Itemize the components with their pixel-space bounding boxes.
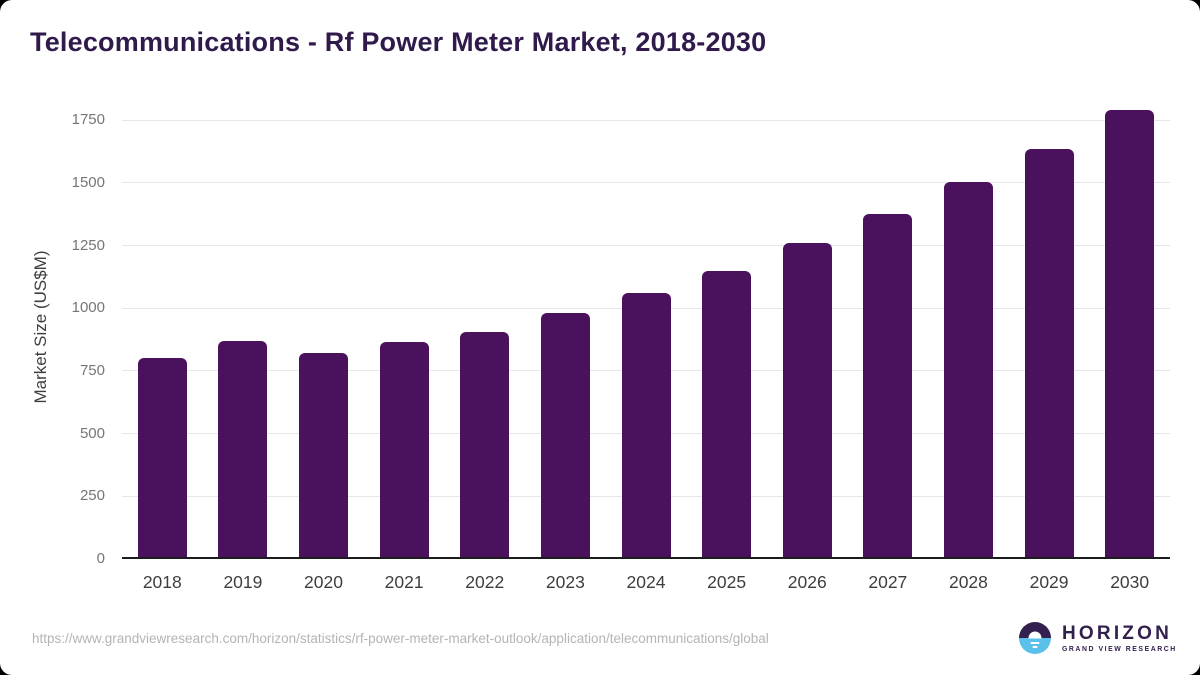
bar-2030 — [1105, 110, 1155, 559]
x-tick-label-2030: 2030 — [1110, 572, 1150, 592]
y-tick-label-500: 500 — [79, 424, 105, 442]
bar-2023 — [540, 313, 590, 559]
x-tick-label-2020: 2020 — [304, 572, 343, 592]
y-tick-label-1250: 1250 — [71, 236, 105, 254]
gridline-1750 — [122, 119, 1170, 121]
x-tick-label-2021: 2021 — [384, 572, 424, 592]
page-title: Telecommunications - Rf Power Meter Mark… — [30, 27, 767, 57]
logo-name: HORIZON — [1062, 622, 1173, 644]
source-url: https://www.grandviewresearch.com/horizo… — [32, 631, 769, 646]
x-tick-label-2027: 2027 — [868, 572, 908, 592]
reflection-dash — [1032, 645, 1038, 648]
gridline-1500 — [122, 182, 1170, 184]
y-tick-label-750: 750 — [79, 361, 105, 379]
bar-2029 — [1024, 148, 1074, 559]
bar-2021 — [379, 342, 429, 559]
y-tick-label-1500: 1500 — [71, 173, 105, 191]
x-tick-label-2029: 2029 — [1029, 572, 1069, 592]
bar-2028 — [943, 181, 993, 559]
logo-text: HORIZON GRAND VIEW RESEARCH — [1062, 624, 1177, 653]
x-tick-label-2028: 2028 — [948, 572, 988, 592]
bar-2018 — [137, 358, 187, 559]
bar-2027 — [863, 214, 913, 559]
gridline-1250 — [122, 245, 1170, 246]
y-tick-label-1750: 1750 — [71, 111, 105, 129]
plot-area: 0 250 500 750 1000 1250 1500 1750 2018 2019 2020 20… — [72, 95, 1170, 592]
sun-shape — [1028, 631, 1042, 638]
y-tick-label-1000: 1000 — [71, 299, 105, 317]
bar-2024 — [621, 293, 671, 559]
x-tick-label-2025: 2025 — [707, 572, 747, 592]
bar-2026 — [782, 243, 832, 559]
horizon-logo: HORIZON GRAND VIEW RESEARCH — [1019, 622, 1177, 654]
bar-2020 — [299, 353, 349, 559]
x-tick-label-2019: 2019 — [223, 572, 263, 592]
bar-2025 — [702, 270, 752, 559]
bar-2022 — [460, 332, 510, 559]
x-tick-label-2026: 2026 — [787, 572, 827, 592]
y-tick-label-250: 250 — [79, 487, 105, 505]
x-tick-label-2024: 2024 — [626, 572, 666, 592]
x-axis-line — [122, 557, 1170, 559]
y-tick-label-0: 0 — [96, 550, 105, 567]
x-tick-label-2022: 2022 — [465, 572, 505, 592]
sun-horizon-icon — [1019, 622, 1051, 654]
y-axis-label: Market Size (US$M) — [31, 250, 50, 404]
x-tick-label-2018: 2018 — [142, 572, 182, 592]
logo-subtitle: GRAND VIEW RESEARCH — [1062, 645, 1177, 653]
bar-2019 — [218, 340, 268, 559]
x-tick-label-2023: 2023 — [545, 572, 585, 592]
reflection-dash — [1030, 641, 1040, 644]
